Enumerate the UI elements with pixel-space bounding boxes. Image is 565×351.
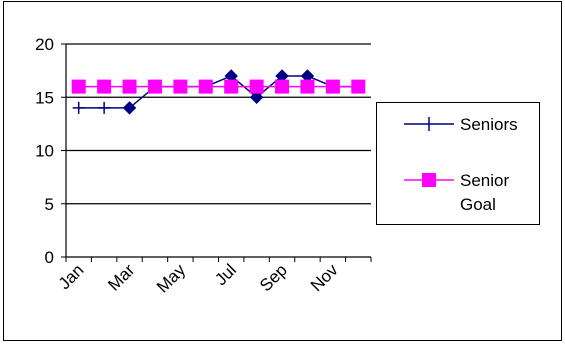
senior-goal-point [198,79,213,94]
senior-goal-point [122,79,137,94]
senior-goal-point [71,79,86,94]
grid-lines [66,43,371,205]
y-tick-label: 0 [45,248,54,267]
legend-label-senior-goal-line1: Senior [460,171,509,190]
series-group [71,69,366,115]
seniors-point [72,101,85,114]
legend-marker-senior-goal [422,173,436,187]
seniors-point [122,101,137,115]
senior-goal-point [147,79,162,94]
y-tick-label: 15 [35,88,54,107]
seniors-point [249,90,264,104]
senior-goal-point [97,79,112,94]
y-tick-label: 5 [45,195,54,214]
legend-label-seniors: Seniors [460,115,518,134]
senior-goal-point [351,79,366,94]
legend: Seniors Senior Goal [376,102,540,225]
senior-goal-point [325,79,340,94]
senior-goal-point [275,79,290,94]
legend-box [376,102,540,225]
senior-goal-point [224,79,239,94]
senior-goal-point [249,79,264,94]
senior-goal-point [173,79,188,94]
legend-label-senior-goal-line2: Goal [460,195,496,214]
y-tick-label: 20 [35,35,54,54]
y-tick-label: 10 [35,142,54,161]
senior-goal-point [300,79,315,94]
seniors-point [98,101,111,114]
